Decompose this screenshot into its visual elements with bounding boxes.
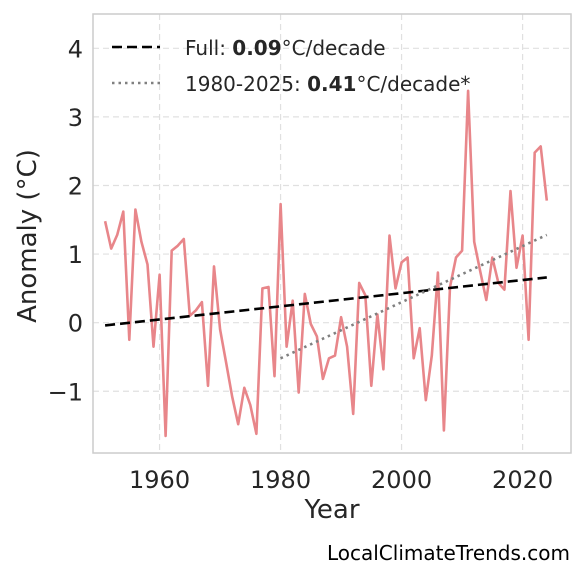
legend-recent-suffix: °C/decade* (356, 72, 470, 96)
tick-labels: 1960 1980 2000 2020 −1 0 1 2 3 4 (48, 35, 554, 494)
x-tick-label: 1960 (129, 466, 190, 494)
x-axis-label: Year (303, 495, 359, 525)
x-tick-label: 2020 (492, 466, 553, 494)
watermark: LocalClimateTrends.com (327, 541, 570, 565)
x-tick-label: 1980 (250, 466, 311, 494)
legend: Full: 0.09°C/decade 1980-2025: 0.41°C/de… (112, 36, 470, 96)
series-layer (103, 89, 549, 438)
x-tick-label: 2000 (371, 466, 432, 494)
legend-recent-prefix: 1980-2025: (185, 72, 307, 96)
plot-area-background (93, 14, 571, 453)
y-axis-label: Anomaly (°C) (13, 149, 43, 323)
y-tick-label: 4 (68, 35, 83, 63)
legend-full-suffix: °C/decade (282, 36, 386, 60)
legend-entry-full: Full: 0.09°C/decade (185, 36, 386, 60)
y-tick-label: 1 (68, 241, 83, 269)
anomaly-line (103, 89, 549, 438)
legend-entry-recent: 1980-2025: 0.41°C/decade* (185, 72, 470, 96)
grid-lines (93, 14, 571, 453)
y-tick-label: −1 (48, 378, 83, 406)
y-tick-label: 0 (68, 310, 83, 338)
legend-full-value: 0.09 (232, 36, 281, 60)
legend-recent-value: 0.41 (307, 72, 356, 96)
y-tick-label: 3 (68, 104, 83, 132)
y-tick-label: 2 (68, 172, 83, 200)
plot-frame (92, 13, 572, 454)
legend-full-prefix: Full: (185, 36, 232, 60)
